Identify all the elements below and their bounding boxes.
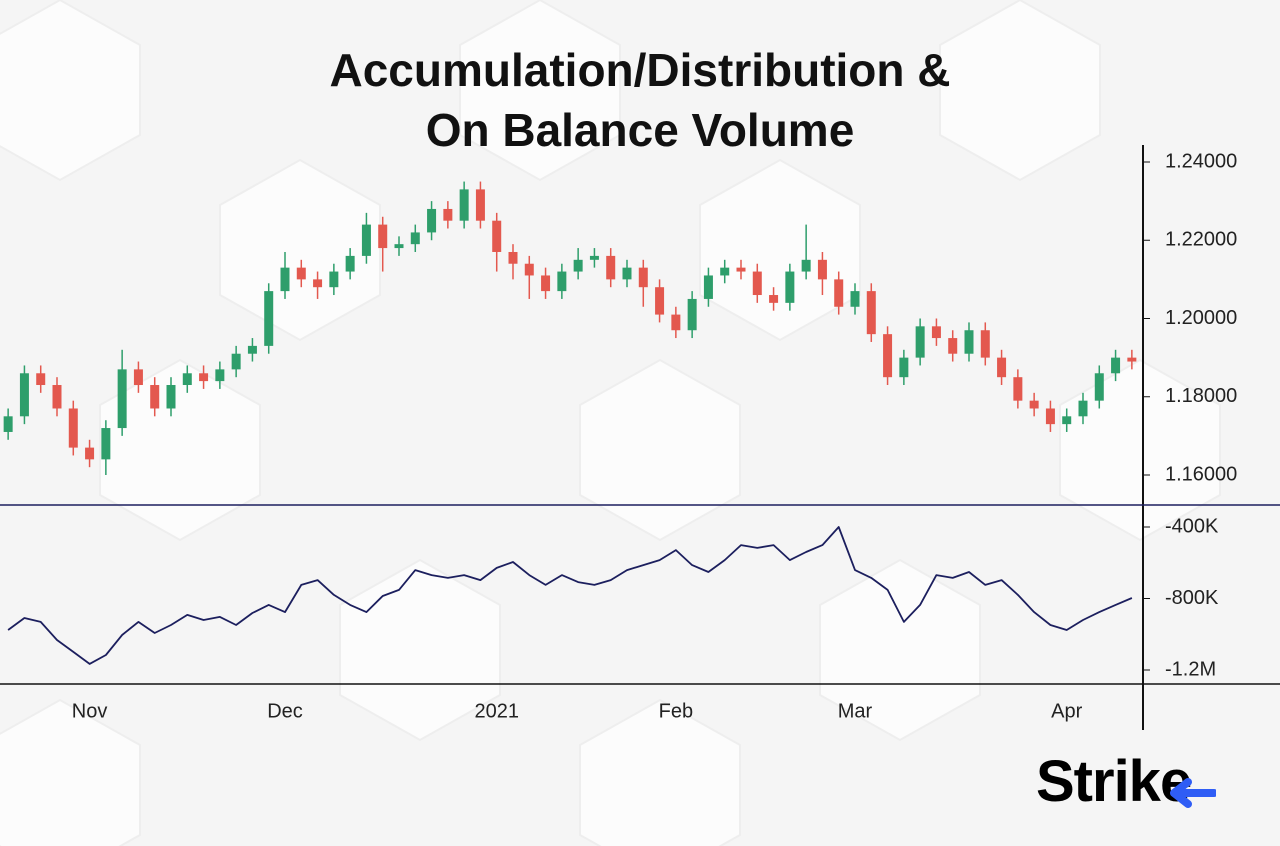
candle-body [85,447,95,460]
x-tick-label: Nov [72,700,108,722]
logo-arrow [1170,778,1216,808]
y-tick-label: 1.20000 [1165,307,1237,329]
y-tick-label: 1.24000 [1165,150,1237,172]
y-tick-label: -1.2M [1165,658,1216,680]
candle-body [101,428,111,460]
candle-body [231,353,241,370]
x-tick-label: Apr [1051,700,1082,722]
candle-body [541,275,551,292]
candle-body [150,385,160,409]
logo-text: Strike [1036,749,1192,814]
candle-body [817,259,827,280]
y-tick-label: 1.18000 [1165,385,1237,407]
y-tick-label: -400K [1165,515,1219,537]
logo: Strike [1036,748,1216,815]
y-tick-label: -800K [1165,587,1219,609]
candle-body [997,357,1007,378]
candle-body [199,373,209,382]
candle-body [329,271,339,288]
candle-body [378,224,388,249]
candle-body [638,267,648,288]
candle-body [410,232,420,245]
y-tick-label: 1.16000 [1165,463,1237,485]
candle-body [655,287,665,315]
candle-body [573,259,583,272]
chart-title: Accumulation/Distribution & On Balance V… [329,44,951,156]
candle-body [866,291,876,335]
candle-body [443,208,453,221]
candle-body [1062,416,1072,425]
candle-body [589,255,599,260]
candle-body [899,357,909,378]
candle-body [345,255,355,272]
candle-body [671,314,681,331]
candle-body [801,259,811,272]
y-tick-label: 1.22000 [1165,229,1237,251]
candle-body [296,267,306,280]
candle-body [182,373,192,386]
x-tick-label: 2021 [474,700,519,722]
candle-body [1094,373,1104,401]
candle-body [133,369,143,386]
candle-body [687,298,697,331]
candle-body [166,385,176,409]
candle-body [1078,400,1088,417]
candle-body [606,255,616,280]
candle-body [883,334,893,378]
candle-body [19,373,29,417]
candle-body [1013,377,1023,401]
candle-body [264,291,274,346]
candle-body [36,373,46,386]
candle-body [1127,357,1137,362]
candle-body [752,271,762,296]
line-series [7,526,1133,665]
candle-body [492,220,502,252]
candle-body [622,267,632,280]
candle-body [313,279,323,288]
candle-body [475,189,485,221]
candle-body [361,224,371,256]
candle-body [459,189,469,221]
candle-body [980,330,990,358]
candle-body [785,271,795,303]
x-tick-label: Feb [659,700,693,722]
candle-body [524,263,534,276]
candle-body [394,244,404,249]
candle-body [703,275,713,299]
candle-body [720,267,730,276]
candle-body [850,291,860,307]
x-tick-label: Dec [267,700,303,722]
candle-body [931,326,941,339]
candle-body [280,267,290,292]
candle-body [68,408,78,448]
candle-body [52,385,62,409]
candle-body [736,267,746,272]
candle-body [964,330,974,354]
x-tick-label: Mar [838,700,873,722]
candle-body [427,208,437,233]
candle-body [834,279,844,307]
candle-body [557,271,567,292]
candle-body [247,345,257,354]
candle-body [915,326,925,358]
candle-body [769,295,779,303]
candle-body [1045,408,1055,425]
candle-body [3,416,13,432]
candle-body [1111,357,1121,374]
candle-body [215,369,225,382]
candle-body [117,369,127,429]
candle-body [948,338,958,354]
candle-body [508,251,518,264]
candle-body [1029,400,1039,409]
